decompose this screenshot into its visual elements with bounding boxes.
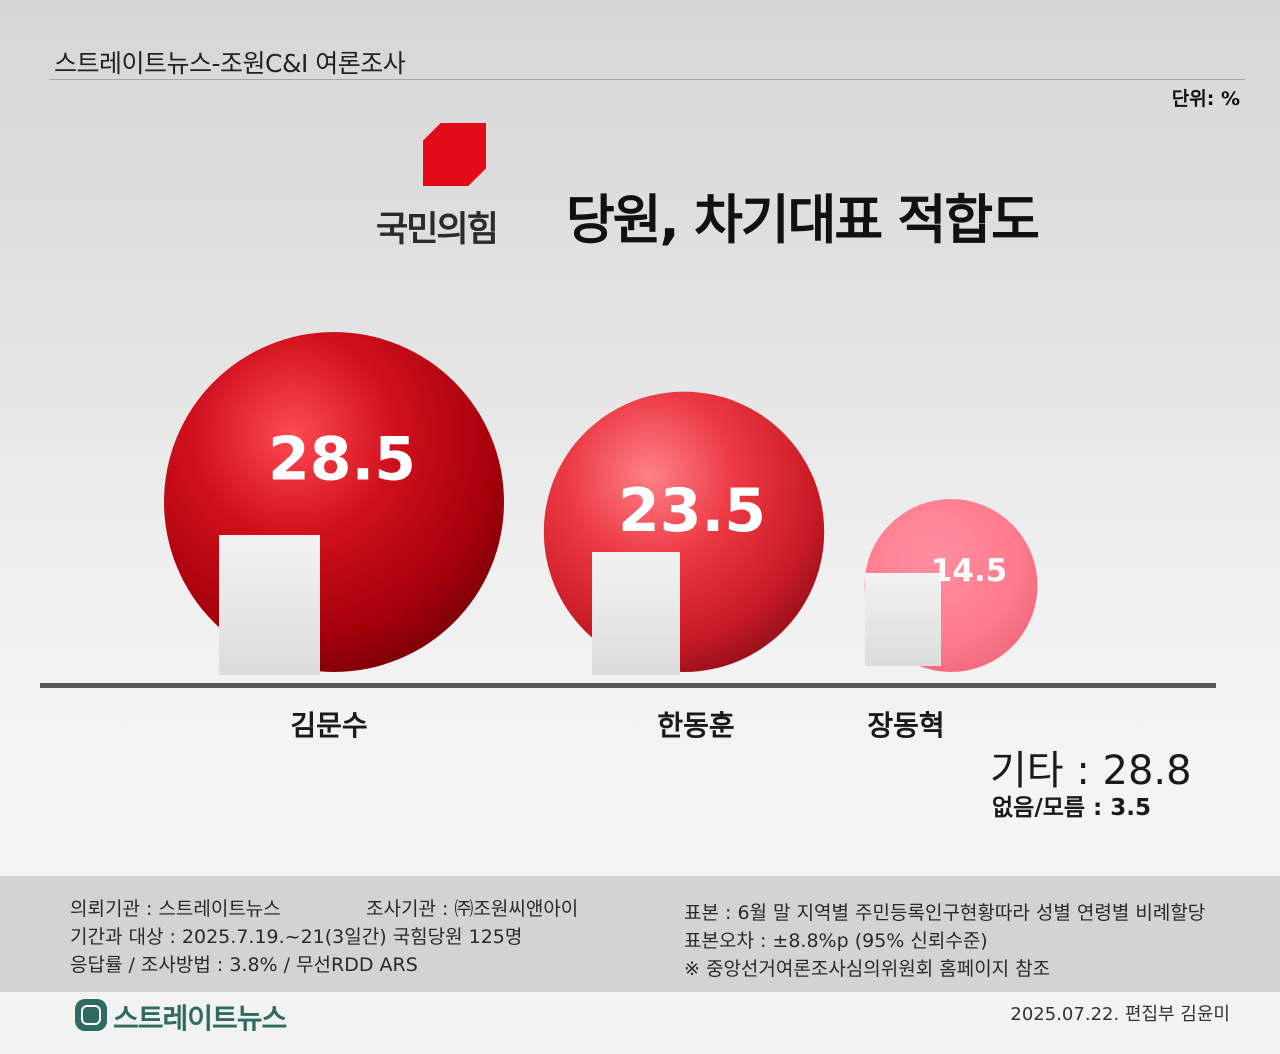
survey-period: 기간과 대상 : 2025.7.19.~21(3일간) 국힘당원 125명 — [70, 926, 523, 948]
survey-agency: 조사기관 : ㈜조원씨앤아이 — [366, 898, 579, 920]
brand-logo-icon — [75, 999, 107, 1031]
undecided-value: 없음/모름 : 3.5 — [992, 795, 1151, 821]
candidate-photo-jang — [865, 573, 941, 666]
survey-note: ※ 중앙선거여론조사심의위원회 홈페이지 참조 — [684, 958, 1051, 980]
candidate-name-kim: 김문수 — [290, 709, 368, 742]
party-logo: 국민의힘 — [376, 123, 536, 253]
brand-logo: 스트레이트뉴스 — [75, 997, 335, 1037]
chart-title: 당원, 차기대표 적합도 — [566, 190, 1040, 251]
candidate-photo-han — [592, 552, 680, 675]
survey-sample: 표본 : 6월 말 지역별 주민등록인구현황따라 성별 연령별 비례할당 — [684, 902, 1206, 924]
candidate-name-jang: 장동혁 — [867, 709, 945, 742]
others-value: 기타 : 28.8 — [990, 748, 1192, 794]
party-mark-icon — [423, 123, 486, 186]
survey-response-method: 응답률 / 조사방법 : 3.8% / 무선RDD ARS — [70, 954, 418, 976]
candidate-name-han: 한동훈 — [657, 709, 735, 742]
header-divider — [50, 79, 1245, 80]
survey-client: 의뢰기관 : 스트레이트뉴스 — [70, 898, 281, 920]
bubble-value-han: 23.5 — [618, 476, 766, 546]
survey-error: 표본오차 : ±8.8%p (95% 신뢰수준) — [684, 930, 988, 952]
brand-name: 스트레이트뉴스 — [113, 1002, 287, 1035]
bubble-value-jang: 14.5 — [931, 553, 1008, 589]
candidate-photo-kim — [219, 535, 320, 675]
unit-label: 단위: % — [1171, 88, 1240, 110]
party-name: 국민의힘 — [376, 210, 499, 250]
bubble-value-kim: 28.5 — [268, 424, 416, 494]
publish-credit: 2025.07.22. 편집부 김윤미 — [1010, 1004, 1230, 1025]
survey-info-panel — [0, 876, 1280, 992]
bubble-kim — [164, 332, 504, 672]
chart-baseline — [40, 683, 1216, 688]
survey-source-title: 스트레이트뉴스-조원C&I 여론조사 — [54, 49, 406, 78]
